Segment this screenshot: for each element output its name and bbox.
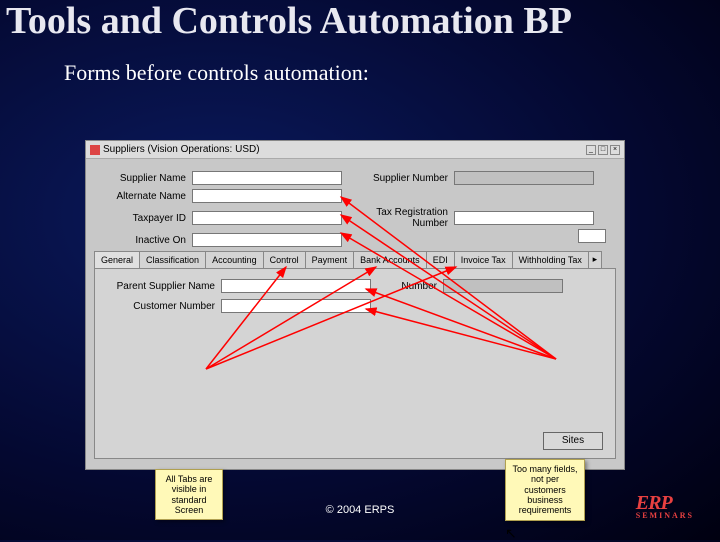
app-window: Suppliers (Vision Operations: USD) _ □ ×… xyxy=(85,140,625,470)
input-supplier-number[interactable] xyxy=(454,171,594,185)
tab-bank-accounts[interactable]: Bank Accounts xyxy=(353,251,427,269)
input-alternate-name[interactable] xyxy=(192,189,342,203)
window-title: Suppliers (Vision Operations: USD) xyxy=(103,144,260,155)
input-tax-reg-num[interactable] xyxy=(454,211,594,225)
cursor-icon: ↖ xyxy=(505,525,517,542)
hold-checkbox[interactable] xyxy=(578,229,606,243)
tab-row: General Classification Accounting Contro… xyxy=(94,251,602,269)
input-number[interactable] xyxy=(443,279,563,293)
tab-accounting[interactable]: Accounting xyxy=(205,251,264,269)
tab-payment[interactable]: Payment xyxy=(305,251,355,269)
input-parent-supplier[interactable] xyxy=(221,279,371,293)
label-supplier-name: Supplier Name xyxy=(96,173,186,184)
tab-general[interactable]: General xyxy=(94,251,140,269)
input-supplier-name[interactable] xyxy=(192,171,342,185)
input-taxpayer-id[interactable] xyxy=(192,211,342,225)
label-number: Number xyxy=(377,281,437,292)
input-inactive-on[interactable] xyxy=(192,233,342,247)
label-customer-number: Customer Number xyxy=(105,301,215,312)
app-icon xyxy=(90,145,100,155)
sites-button[interactable]: Sites xyxy=(543,432,603,450)
input-customer-number[interactable] xyxy=(221,299,371,313)
slide-title: Tools and Controls Automation BP xyxy=(0,0,720,42)
minimize-button[interactable]: _ xyxy=(586,145,596,155)
tab-panel-general: Parent Supplier Name Number Customer Num… xyxy=(94,268,616,459)
label-supplier-number: Supplier Number xyxy=(348,173,448,184)
tab-scroll-right[interactable]: ▸ xyxy=(588,251,602,269)
window-titlebar: Suppliers (Vision Operations: USD) _ □ × xyxy=(86,141,624,159)
logo-sub: SEMINARS xyxy=(636,511,694,520)
slide-subtitle: Forms before controls automation: xyxy=(64,60,720,86)
header-fields: Supplier Name Supplier Number Alternate … xyxy=(96,171,614,247)
tab-control[interactable]: Control xyxy=(263,251,306,269)
tab-edi[interactable]: EDI xyxy=(426,251,455,269)
form-body: Supplier Name Supplier Number Alternate … xyxy=(86,159,624,469)
close-button[interactable]: × xyxy=(610,145,620,155)
label-tax-reg-num: Tax Registration Number xyxy=(348,207,448,229)
label-parent-supplier: Parent Supplier Name xyxy=(105,281,215,292)
tab-withholding-tax[interactable]: Withholding Tax xyxy=(512,251,589,269)
tab-classification[interactable]: Classification xyxy=(139,251,206,269)
logo: ERP SEMINARS xyxy=(636,492,694,520)
maximize-button[interactable]: □ xyxy=(598,145,608,155)
label-taxpayer-id: Taxpayer ID xyxy=(96,213,186,224)
slide-copyright: © 2004 ERPS xyxy=(0,504,720,516)
label-inactive-on: Inactive On xyxy=(96,235,186,246)
tab-invoice-tax[interactable]: Invoice Tax xyxy=(454,251,513,269)
label-alternate-name: Alternate Name xyxy=(96,191,186,202)
